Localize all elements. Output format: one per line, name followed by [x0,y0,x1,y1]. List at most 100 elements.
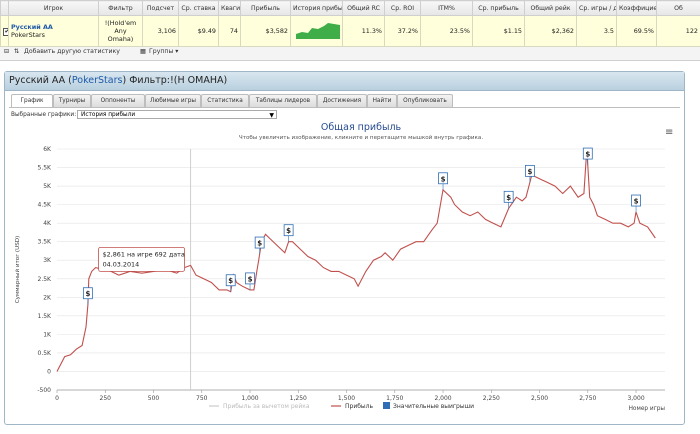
tab-graph[interactable]: График [11,94,53,108]
column-header[interactable]: Общий рейк [524,0,577,16]
graph-select[interactable]: История прибыли ▼ [77,110,277,119]
x-axis-label: Номер игры [629,406,666,412]
x-tick-label: 2,250 [483,395,500,402]
x-tick-label: 2,750 [579,395,596,402]
legend-item-wins[interactable]: Значительные выигрыши [393,403,474,410]
tab-opponents[interactable]: Оппоненты [91,94,145,107]
add-stat-icon[interactable]: ⇅ [14,48,20,55]
dollar-icon: $ [527,168,532,176]
dollar-icon: $ [634,198,639,206]
significant-win-marker[interactable] [254,236,265,249]
stats-row[interactable]: ✔ Русский AA PokerStars !(Hold'em Any Om… [0,15,700,47]
legend-item-profit[interactable]: Прибыль [345,403,373,410]
column-header[interactable]: Игрок [8,0,99,16]
tab-leaderboards[interactable]: Таблицы лидеров [249,94,317,107]
chevron-down-icon: ▼ [269,112,274,119]
y-tick-label: 3K [43,257,52,264]
avg-games-cell: 3.5 [576,15,617,47]
x-tick-label: 1,250 [290,395,307,402]
y-tick-label: 1.5K [38,313,53,320]
total-rake-cell: $2,362 [524,15,577,47]
panel-title-prefix: Русский AA ( [9,75,72,86]
dollar-icon: $ [257,240,262,248]
column-header[interactable]: История прибыли [290,0,343,16]
avg-profit-cell: $1.15 [472,15,525,47]
column-header[interactable]: Подсчет [142,0,179,16]
significant-win-marker[interactable] [245,272,255,285]
y-tick-label: 5.5K [38,165,53,172]
player-site: PokerStars [11,31,46,39]
significant-win-marker[interactable] [582,147,593,160]
column-header[interactable]: Общий RC [342,0,385,16]
tab-favorite-games[interactable]: Любимые игры [145,94,201,107]
x-tick-label: 0 [55,395,59,402]
tab-achievements[interactable]: Достижения [317,94,367,107]
tab-publish[interactable]: Опубликовать [397,94,453,107]
tab-statistics[interactable]: Статистика [201,94,249,107]
y-tick-label: 3.5K [38,239,53,246]
column-header[interactable]: Коэффициент [616,0,657,16]
stats-table: Игрок Фильтр Подсчет Ср. ставка Кваги Пр… [0,0,700,47]
column-header[interactable]: Ср. ROI [384,0,421,16]
significant-win-marker[interactable] [225,274,236,287]
panel-title-site-link[interactable]: PokerStars [71,75,123,86]
y-tick-label: 4.5K [38,202,53,209]
tab-tournaments[interactable]: Турниры [53,94,91,107]
chart-menu-icon[interactable]: ≡ [665,127,673,138]
column-header[interactable]: Ср. игры / д [576,0,617,16]
avg-roi-cell: 37.2% [384,15,421,47]
x-tick-label: 500 [148,395,160,402]
collapse-icon[interactable]: ⊟ [4,48,10,55]
tab-divider [9,107,680,108]
x-tick-label: 2,500 [531,395,548,402]
dollar-icon: $ [286,227,291,235]
groups-icon[interactable]: ▦ [140,48,146,55]
player-name[interactable]: Русский AA [11,23,53,31]
player-cell[interactable]: Русский AA PokerStars [8,15,99,47]
column-header[interactable]: Ср. ставка [178,0,219,16]
tab-find[interactable]: Найти [367,94,397,107]
x-tick-label: 750 [196,395,208,402]
stats-header-row: Игрок Фильтр Подсчет Ср. ставка Кваги Пр… [0,0,700,16]
significant-win-marker[interactable] [438,172,448,185]
panel-title-suffix: ) Фильтр:!(H OMAHA) [122,75,228,86]
profit-cell: $3,582 [240,15,291,47]
checkbox-checked-icon[interactable]: ✔ [3,27,8,36]
panel-title: Русский AA (PokerStars) Фильтр:!(H OMAHA… [5,72,684,91]
dollar-icon: $ [506,194,511,202]
column-header[interactable]: ITM% [420,0,473,16]
column-header[interactable]: Ср. прибыль [472,0,525,16]
kvagi-cell: 74 [218,15,241,47]
significant-win-marker[interactable] [631,194,641,207]
row-checkbox[interactable]: ✔ [0,15,9,47]
dollar-icon: $ [228,277,233,285]
add-statistic-link[interactable]: Добавить другую статистику [24,48,120,55]
significant-win-marker[interactable] [503,190,514,203]
y-tick-label: -500 [37,387,51,394]
dollar-icon: $ [585,151,590,159]
significant-win-marker[interactable] [283,224,294,237]
profit-history-sparkline [290,15,343,47]
column-header[interactable]: Прибыль [240,0,291,16]
y-axis-label: Суммарный итог (USD) [14,236,21,303]
tooltip-line1: $2,861 на игре 692 дата [103,250,185,258]
column-header[interactable]: Фильтр [98,0,143,16]
stats-panel: Игрок Фильтр Подсчет Ср. ставка Кваги Пр… [0,0,700,61]
dollar-icon: $ [85,290,90,298]
player-panel: Русский AA (PokerStars) Фильтр:!(H OMAHA… [4,71,685,425]
filter-cell: !(Hold'em Any Omaha) [98,15,143,47]
legend-item-rake[interactable]: Прибыль за вычетом рейка [223,403,310,410]
last-cell: 122 [656,15,700,47]
significant-win-marker[interactable] [524,164,535,177]
groups-button[interactable]: Группы ▾ [149,48,179,55]
legend-symbol-wins [383,402,390,409]
y-tick-label: 2.5K [38,276,53,283]
column-header[interactable]: Кваги [218,0,241,16]
x-tick-label: 1,000 [241,395,258,402]
total-rc-cell: 11.3% [342,15,385,47]
chart-subtitle: Чтобы увеличить изображение, кликните и … [239,134,483,141]
column-header[interactable]: Об [656,0,700,16]
significant-win-marker[interactable] [82,287,93,300]
itm-cell: 23.5% [420,15,473,47]
